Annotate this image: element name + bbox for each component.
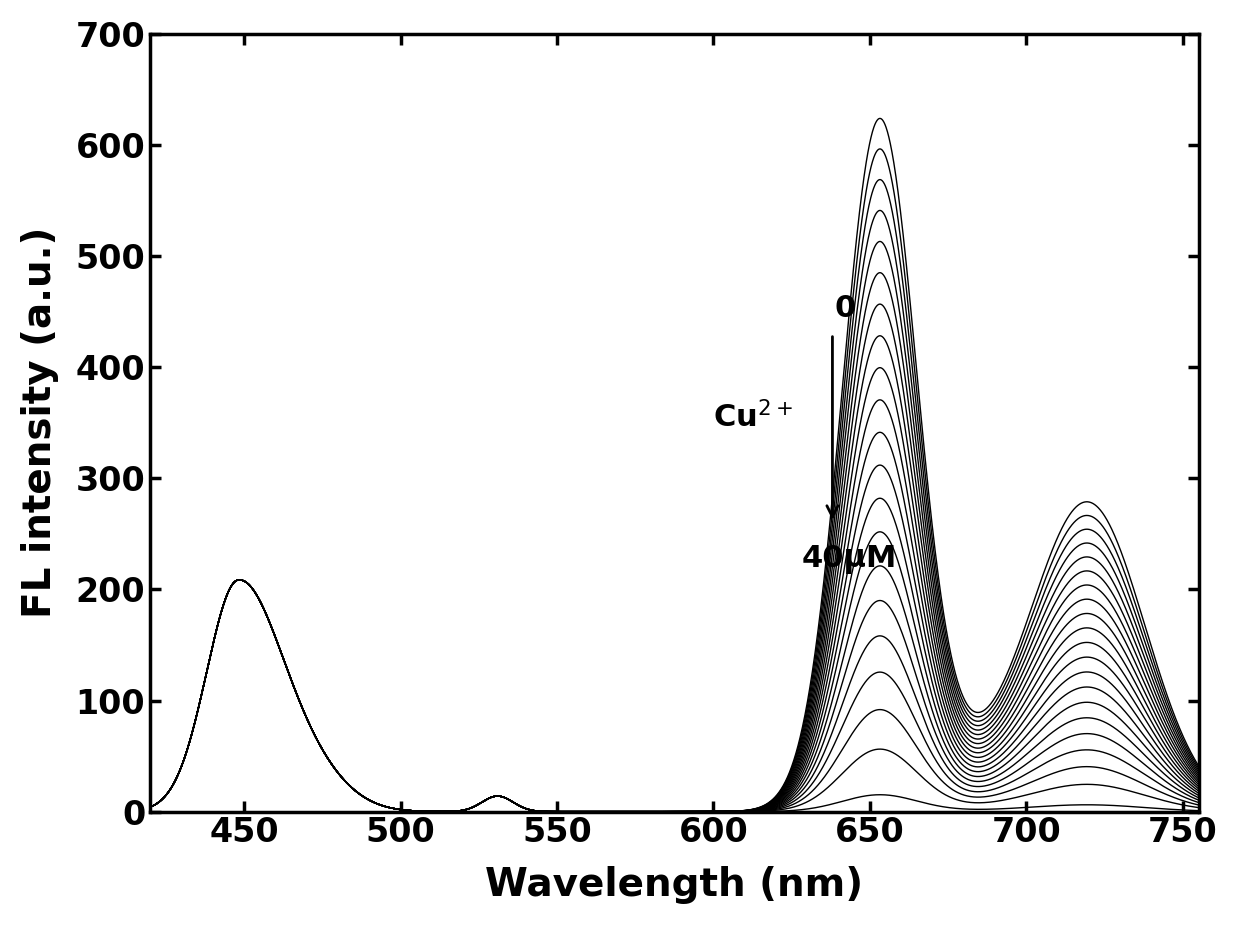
Text: Cu$^{2+}$: Cu$^{2+}$ bbox=[713, 401, 794, 434]
Y-axis label: FL intensity (a.u.): FL intensity (a.u.) bbox=[21, 227, 58, 619]
Text: 0: 0 bbox=[835, 294, 856, 323]
X-axis label: Wavelength (nm): Wavelength (nm) bbox=[485, 866, 863, 904]
Text: 40μM: 40μM bbox=[801, 545, 897, 574]
